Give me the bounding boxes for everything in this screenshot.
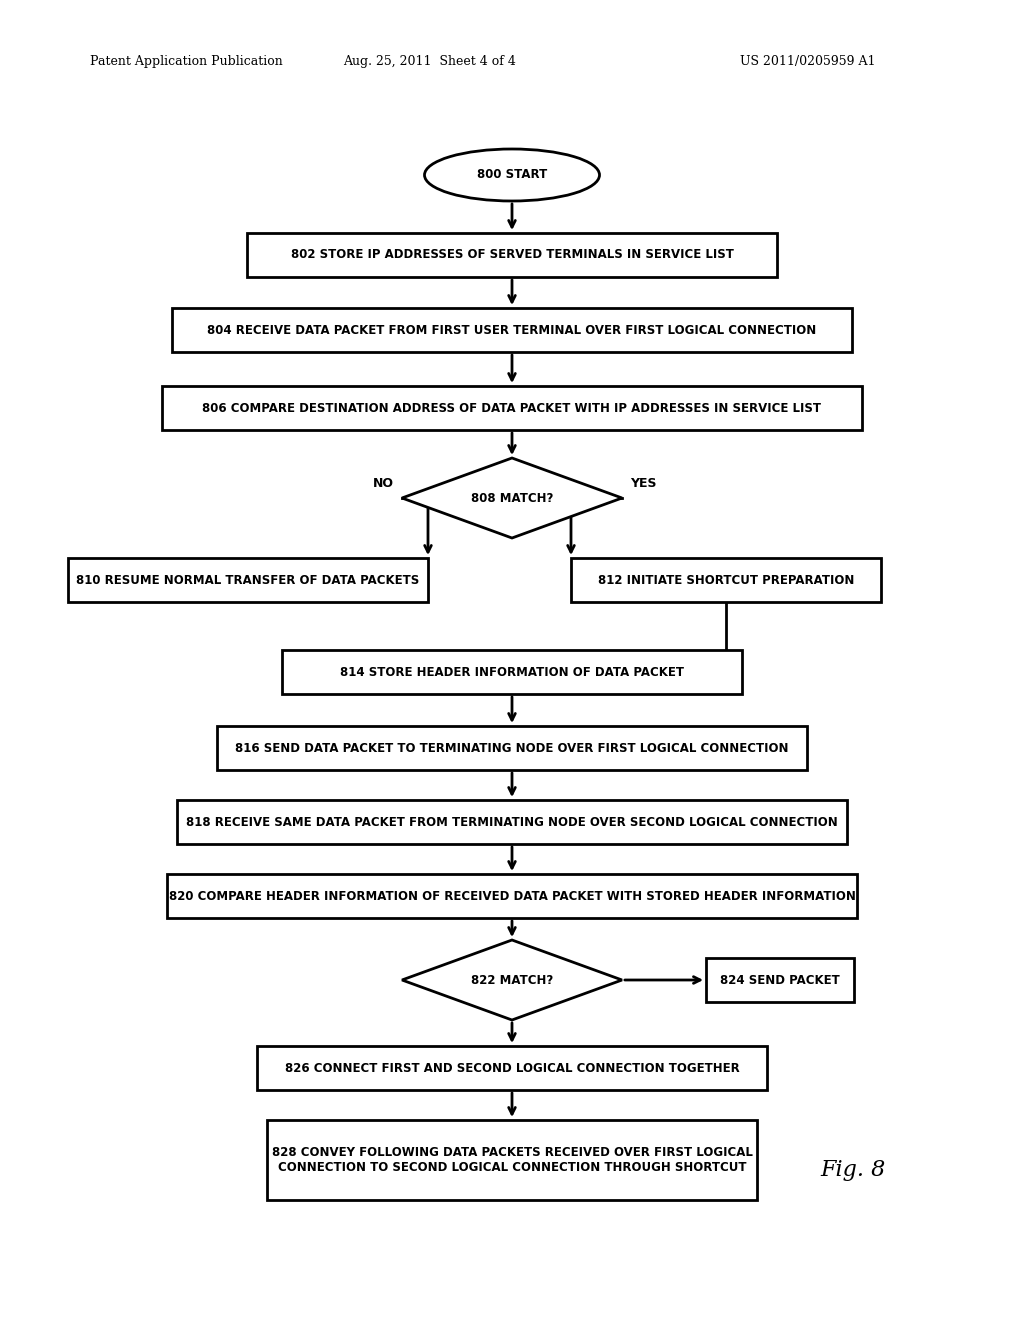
Text: 826 CONNECT FIRST AND SECOND LOGICAL CONNECTION TOGETHER: 826 CONNECT FIRST AND SECOND LOGICAL CON… bbox=[285, 1061, 739, 1074]
Text: 804 RECEIVE DATA PACKET FROM FIRST USER TERMINAL OVER FIRST LOGICAL CONNECTION: 804 RECEIVE DATA PACKET FROM FIRST USER … bbox=[208, 323, 816, 337]
FancyBboxPatch shape bbox=[177, 800, 847, 843]
FancyBboxPatch shape bbox=[247, 234, 777, 277]
Text: Aug. 25, 2011  Sheet 4 of 4: Aug. 25, 2011 Sheet 4 of 4 bbox=[344, 55, 516, 69]
Text: 824 SEND PACKET: 824 SEND PACKET bbox=[720, 974, 840, 986]
Text: 820 COMPARE HEADER INFORMATION OF RECEIVED DATA PACKET WITH STORED HEADER INFORM: 820 COMPARE HEADER INFORMATION OF RECEIV… bbox=[169, 890, 855, 903]
Text: Patent Application Publication: Patent Application Publication bbox=[90, 55, 283, 69]
Text: US 2011/0205959 A1: US 2011/0205959 A1 bbox=[740, 55, 876, 69]
FancyBboxPatch shape bbox=[571, 558, 881, 602]
Text: 810 RESUME NORMAL TRANSFER OF DATA PACKETS: 810 RESUME NORMAL TRANSFER OF DATA PACKE… bbox=[77, 573, 420, 586]
Text: 812 INITIATE SHORTCUT PREPARATION: 812 INITIATE SHORTCUT PREPARATION bbox=[598, 573, 854, 586]
Text: 816 SEND DATA PACKET TO TERMINATING NODE OVER FIRST LOGICAL CONNECTION: 816 SEND DATA PACKET TO TERMINATING NODE… bbox=[236, 742, 788, 755]
Text: YES: YES bbox=[630, 477, 656, 490]
Text: 808 MATCH?: 808 MATCH? bbox=[471, 491, 553, 504]
Polygon shape bbox=[402, 940, 622, 1020]
FancyBboxPatch shape bbox=[167, 874, 857, 917]
FancyBboxPatch shape bbox=[162, 385, 862, 430]
Text: 802 STORE IP ADDRESSES OF SERVED TERMINALS IN SERVICE LIST: 802 STORE IP ADDRESSES OF SERVED TERMINA… bbox=[291, 248, 733, 261]
FancyBboxPatch shape bbox=[172, 308, 852, 352]
Text: 800 START: 800 START bbox=[477, 169, 547, 181]
FancyBboxPatch shape bbox=[68, 558, 428, 602]
Text: 814 STORE HEADER INFORMATION OF DATA PACKET: 814 STORE HEADER INFORMATION OF DATA PAC… bbox=[340, 665, 684, 678]
Text: 806 COMPARE DESTINATION ADDRESS OF DATA PACKET WITH IP ADDRESSES IN SERVICE LIST: 806 COMPARE DESTINATION ADDRESS OF DATA … bbox=[203, 401, 821, 414]
Text: Fig. 8: Fig. 8 bbox=[820, 1159, 886, 1181]
Text: 822 MATCH?: 822 MATCH? bbox=[471, 974, 553, 986]
Ellipse shape bbox=[425, 149, 599, 201]
FancyBboxPatch shape bbox=[706, 958, 854, 1002]
Text: 828 CONVEY FOLLOWING DATA PACKETS RECEIVED OVER FIRST LOGICAL
CONNECTION TO SECO: 828 CONVEY FOLLOWING DATA PACKETS RECEIV… bbox=[271, 1146, 753, 1173]
Polygon shape bbox=[402, 458, 622, 539]
Text: 818 RECEIVE SAME DATA PACKET FROM TERMINATING NODE OVER SECOND LOGICAL CONNECTIO: 818 RECEIVE SAME DATA PACKET FROM TERMIN… bbox=[186, 816, 838, 829]
Text: NO: NO bbox=[373, 477, 394, 490]
FancyBboxPatch shape bbox=[257, 1045, 767, 1090]
FancyBboxPatch shape bbox=[217, 726, 807, 770]
FancyBboxPatch shape bbox=[282, 649, 742, 694]
FancyBboxPatch shape bbox=[267, 1119, 757, 1200]
